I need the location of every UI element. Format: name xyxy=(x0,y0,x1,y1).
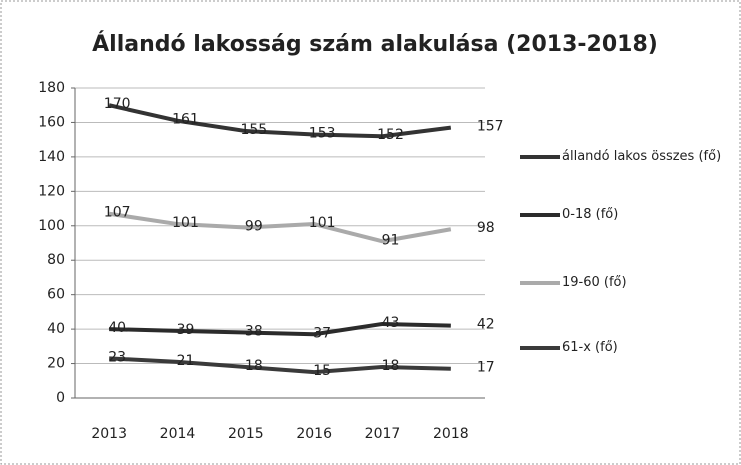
y-tick-label: 140 xyxy=(38,149,65,165)
series-line xyxy=(109,356,451,375)
data-label: 157 xyxy=(477,119,504,135)
y-tick-label: 100 xyxy=(38,218,65,234)
legend-item: állandó lakos összes (fő) xyxy=(562,149,722,164)
data-label: 17 xyxy=(477,360,495,376)
legend-label: 19-60 (fő) xyxy=(562,275,627,290)
legend-item: 0-18 (fő) xyxy=(562,207,619,222)
data-label: 101 xyxy=(309,215,336,231)
data-label: 23 xyxy=(108,349,126,365)
data-label: 21 xyxy=(177,353,195,369)
data-label: 18 xyxy=(245,358,263,374)
y-tick-label: 180 xyxy=(38,80,65,96)
data-label: 42 xyxy=(477,317,495,333)
y-tick-label: 120 xyxy=(38,183,65,199)
series-line xyxy=(108,103,452,139)
data-label: 170 xyxy=(104,96,131,112)
y-tick-label: 20 xyxy=(47,356,65,372)
data-label: 15 xyxy=(313,363,331,379)
data-label: 91 xyxy=(382,232,400,248)
x-tick-label: 2014 xyxy=(160,426,196,442)
data-label: 43 xyxy=(382,315,400,331)
y-tick-label: 160 xyxy=(38,114,65,130)
x-tick-label: 2013 xyxy=(91,426,127,442)
y-tick-label: 40 xyxy=(47,321,65,337)
data-label: 18 xyxy=(382,358,400,374)
x-tick-label: 2017 xyxy=(365,426,401,442)
series-line xyxy=(108,211,452,244)
data-label: 99 xyxy=(245,219,263,235)
legend-item: 19-60 (fő) xyxy=(562,275,627,290)
y-tick-label: 80 xyxy=(47,252,65,268)
data-label: 153 xyxy=(309,126,336,142)
data-label: 40 xyxy=(108,320,126,336)
data-label: 152 xyxy=(377,127,404,143)
data-label: 98 xyxy=(477,220,495,236)
x-tick-label: 2018 xyxy=(433,426,469,442)
series-line xyxy=(109,321,451,337)
data-label: 107 xyxy=(104,205,131,221)
data-label: 39 xyxy=(177,322,195,338)
legend-label: állandó lakos összes (fő) xyxy=(562,149,722,164)
data-label: 37 xyxy=(313,325,331,341)
legend-item: 61-x (fő) xyxy=(562,340,618,355)
data-label: 101 xyxy=(172,215,199,231)
y-tick-label: 0 xyxy=(56,390,65,406)
chart-title: Állandó lakosság szám alakulása (2013-20… xyxy=(92,31,658,57)
data-label: 161 xyxy=(172,112,199,128)
x-tick-label: 2016 xyxy=(296,426,332,442)
y-tick-label: 60 xyxy=(47,287,65,303)
legend-label: 61-x (fő) xyxy=(562,340,618,355)
legend-label: 0-18 (fő) xyxy=(562,207,619,222)
data-label: 38 xyxy=(245,324,263,340)
data-label: 155 xyxy=(240,122,267,138)
x-tick-label: 2015 xyxy=(228,426,264,442)
